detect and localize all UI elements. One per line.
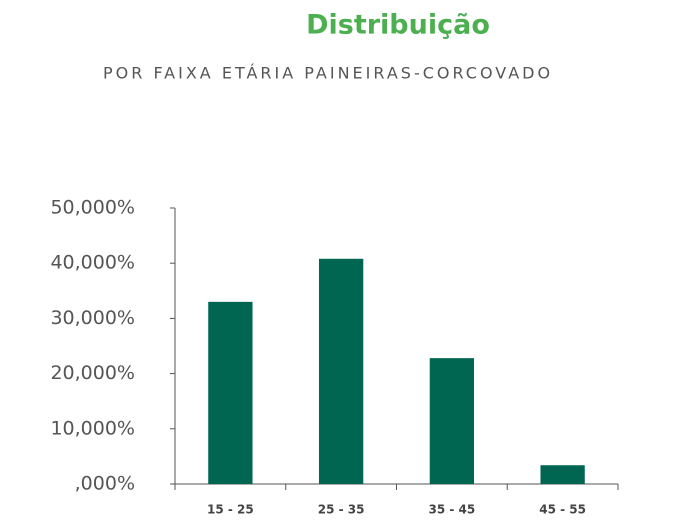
y-tick-label: ,000% <box>75 473 135 495</box>
chart-title: Distribuição <box>306 10 490 41</box>
bar <box>318 258 364 484</box>
y-tick-label: 10,000% <box>50 417 135 439</box>
chart-subtitle: POR FAIXA ETÁRIA PAINEIRAS-CORCOVADO <box>103 64 553 83</box>
x-tick-label: 15 - 25 <box>207 503 254 517</box>
y-tick-label: 50,000% <box>50 197 135 219</box>
bar <box>429 358 475 484</box>
x-tick-label: 45 - 55 <box>539 503 586 517</box>
y-tick-label: 40,000% <box>50 252 135 274</box>
y-tick-label: 30,000% <box>50 307 135 329</box>
x-tick-label: 25 - 35 <box>318 503 365 517</box>
x-tick-label: 35 - 45 <box>429 503 476 517</box>
bar <box>540 465 585 484</box>
bar <box>208 301 253 484</box>
y-tick-label: 20,000% <box>50 362 135 384</box>
